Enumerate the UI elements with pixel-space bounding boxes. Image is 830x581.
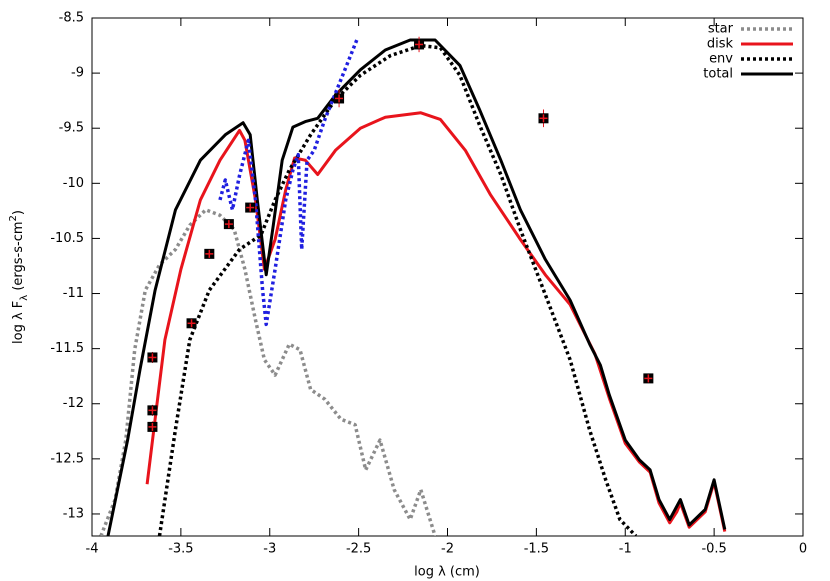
plot-area xyxy=(99,38,727,536)
y-axis-label-part: 2 xyxy=(8,215,19,221)
y-tick-label: -12.5 xyxy=(50,451,84,466)
plot-frame xyxy=(91,17,804,537)
x-tick-label: -3.5 xyxy=(168,542,193,557)
x-tick-label: -2 xyxy=(441,542,454,557)
y-tick-label: -12 xyxy=(63,396,84,411)
y-axis-label: log λ Fλ (ergs-s-cm2) xyxy=(8,210,30,344)
x-tick-label: -4 xyxy=(86,542,99,557)
y-axis-label-part: log λ F xyxy=(11,301,26,344)
y-tick-label: -9.5 xyxy=(59,121,84,136)
legend-label: total xyxy=(703,67,733,82)
y-tick-label: -11.5 xyxy=(50,341,84,356)
x-tick-label: -1.5 xyxy=(524,542,549,557)
series-line xyxy=(99,208,437,536)
y-axis-label-part: (ergs-s-cm xyxy=(11,221,26,294)
x-tick-label: -3 xyxy=(263,542,276,557)
y-tick-label: -11 xyxy=(63,286,84,301)
series-line xyxy=(218,39,359,327)
y-tick-label: -10.5 xyxy=(50,231,84,246)
series-line xyxy=(157,43,638,536)
y-axis-label-part: λ xyxy=(19,295,30,301)
y-tick-label: -10 xyxy=(63,176,84,191)
y-tick-label: -8.5 xyxy=(59,11,84,26)
y-axis-label-part: ) xyxy=(11,210,26,215)
legend-label: env xyxy=(709,52,733,67)
y-tick-label: -9 xyxy=(71,66,84,81)
x-tick-label: -1 xyxy=(619,542,632,557)
x-tick-label: -2.5 xyxy=(346,542,371,557)
series-line xyxy=(145,111,727,532)
x-tick-label: 0 xyxy=(799,542,807,557)
x-axis-label: log λ (cm) xyxy=(414,565,480,580)
legend-label: disk xyxy=(707,37,734,52)
legend-label: star xyxy=(708,22,734,37)
y-tick-label: -13 xyxy=(63,506,84,521)
x-tick-label: -0.5 xyxy=(701,542,726,557)
